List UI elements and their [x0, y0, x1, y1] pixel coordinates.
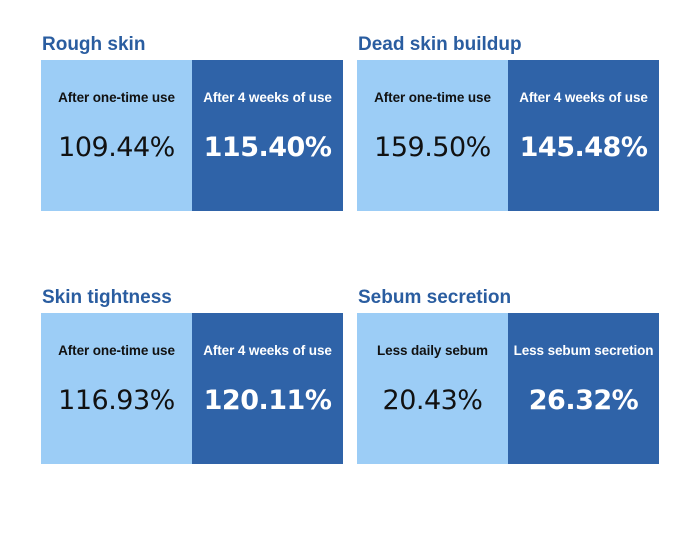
sebum-secretion-section: Sebum secretion Less daily sebum 20.43% … [357, 283, 659, 464]
result-panel-one-time: After one-time use 109.44% [41, 60, 192, 211]
result-panel-one-time: After one-time use 116.93% [41, 313, 192, 464]
result-panel-4-weeks: After 4 weeks of use 115.40% [192, 60, 343, 211]
skin-tightness-section: Skin tightness After one-time use 116.93… [41, 283, 343, 464]
panel-value: 109.44% [58, 132, 175, 163]
panel-value: 115.40% [203, 132, 332, 163]
result-panels: After one-time use 109.44% After 4 weeks… [41, 60, 343, 211]
panel-label: After one-time use [374, 90, 491, 105]
panel-value: 116.93% [58, 385, 175, 416]
result-panels: Less daily sebum 20.43% Less sebum secre… [357, 313, 659, 464]
panel-value: 26.32% [528, 385, 639, 416]
panel-label: After one-time use [58, 343, 175, 358]
section-title: Rough skin [42, 34, 146, 55]
dead-skin-buildup-section: Dead skin buildup After one-time use 159… [357, 30, 659, 211]
panel-value: 120.11% [203, 385, 332, 416]
section-title: Skin tightness [42, 287, 172, 308]
rough-skin-section: Rough skin After one-time use 109.44% Af… [41, 30, 343, 211]
panel-label: Less sebum secretion [513, 343, 654, 358]
panel-label: Less daily sebum [377, 343, 488, 358]
result-panel-daily-sebum: Less daily sebum 20.43% [357, 313, 508, 464]
panel-value: 159.50% [374, 132, 491, 163]
panel-label: After 4 weeks of use [519, 90, 648, 105]
result-panel-4-weeks: After 4 weeks of use 120.11% [192, 313, 343, 464]
result-panel-sebum-secretion: Less sebum secretion 26.32% [508, 313, 659, 464]
result-panel-one-time: After one-time use 159.50% [357, 60, 508, 211]
panel-value: 145.48% [519, 132, 648, 163]
result-panel-4-weeks: After 4 weeks of use 145.48% [508, 60, 659, 211]
panel-value: 20.43% [382, 385, 483, 416]
panel-label: After 4 weeks of use [203, 343, 332, 358]
panel-label: After 4 weeks of use [203, 90, 332, 105]
section-title: Sebum secretion [358, 287, 512, 308]
panel-label: After one-time use [58, 90, 175, 105]
section-title: Dead skin buildup [358, 34, 522, 55]
result-panels: After one-time use 159.50% After 4 weeks… [357, 60, 659, 211]
result-panels: After one-time use 116.93% After 4 weeks… [41, 313, 343, 464]
